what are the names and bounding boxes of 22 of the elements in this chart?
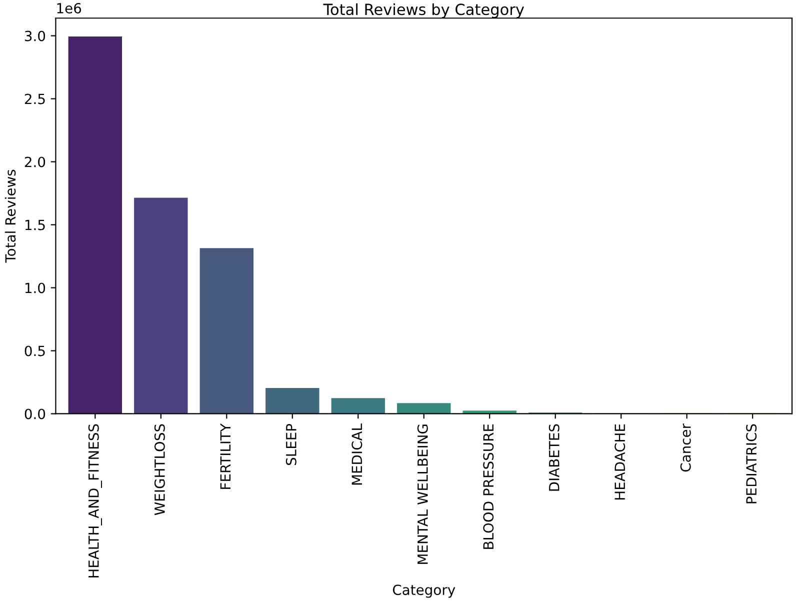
y-tick-label: 0.5	[24, 346, 45, 356]
y-tick-label: 1.0	[25, 282, 46, 294]
chart-title: Total Reviews by Category	[323, 3, 524, 18]
x-tick-label: SLEEP	[286, 424, 296, 466]
y-tick-label: 0.0	[24, 408, 46, 420]
y-tick-label: 2.0	[24, 156, 46, 168]
x-tick-label: MEDICAL	[352, 424, 362, 485]
x-tick-label: MENTAL WELLBEING	[417, 424, 428, 564]
x-tick-label: HEALTH_AND_FITNESS	[88, 424, 102, 578]
y-tick-label: 3.0	[24, 30, 46, 42]
y-axis-title: Total Reviews	[4, 170, 16, 263]
y-tick-label: 1.5	[25, 220, 45, 230]
text: 1e6	[57, 2, 82, 14]
x-tick-label: DIABETES	[548, 424, 560, 491]
x-tick-label: PEDIATRICS	[746, 424, 757, 504]
x-axis-title: Category	[392, 584, 456, 598]
x-tick-label: FERTILITY	[220, 423, 230, 489]
y-tick-label: 2.5	[24, 94, 45, 104]
x-tick-label: Cancer	[680, 423, 691, 472]
x-tick-label: BLOOD PRESSURE	[483, 424, 494, 549]
x-tick-label: HEADACHE	[614, 424, 626, 500]
x-tick-label: WEIGHTLOSS	[154, 424, 165, 516]
